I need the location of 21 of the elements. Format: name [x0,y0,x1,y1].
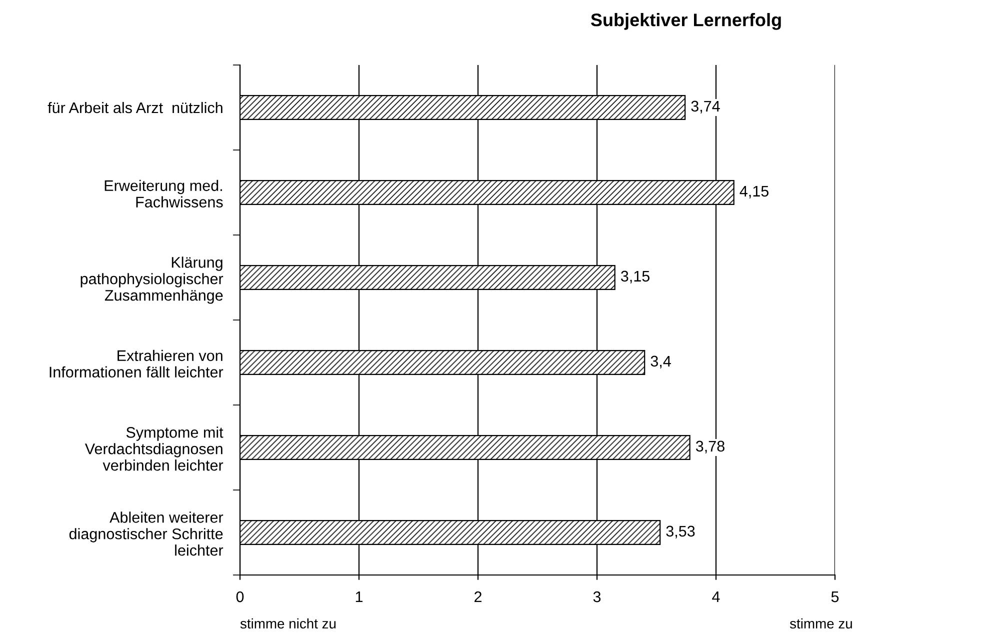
data-label: 3,78 [696,440,724,454]
data-label: 3,53 [666,526,695,538]
x-tick-label: 2 [474,591,482,602]
chart-title: Subjektiver Lernerfolg [590,13,781,30]
data-label: 3,74 [691,100,720,114]
y-tick-label: für Arbeit als Arzt nützlich [48,102,222,114]
text: stimme zu [790,618,852,629]
x-tick-label: 3 [593,591,601,602]
data-label: 4,15 [740,186,768,198]
y-tick-label: Ableiten weiterer diagnostischer Schritte leichter [69,512,224,556]
x-tick-label: 5 [831,592,839,602]
text: stimme nicht zu [240,618,336,629]
y-tick-label: Symptome mit Verdachtsdiagnosen verbinden leichter [84,426,224,471]
x-tick-label: 1 [356,592,363,602]
x-tick-label: 4 [712,592,720,602]
x-tick-label: 0 [236,591,244,602]
y-tick-label: Klärung pathophysiologischer Zusammenhänge [80,256,224,304]
data-label: 3,4 [650,356,671,368]
y-tick-label: Extrahieren von Informationen fällt leichter [50,350,224,378]
data-label: 3,15 [620,270,650,284]
y-tick-label: Erweiterung med. Fachwissens [104,180,223,208]
